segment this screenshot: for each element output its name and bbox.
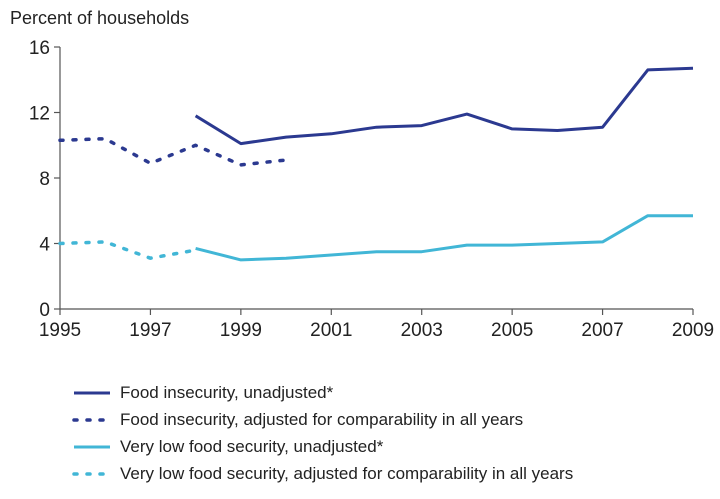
legend-swatch	[74, 445, 110, 449]
x-tick-label: 1999	[220, 320, 262, 341]
legend-label: Food insecurity, unadjusted*	[120, 383, 334, 402]
y-tick-label: 8	[39, 169, 50, 190]
legend-label: Very low food security, unadjusted*	[120, 437, 384, 456]
axis-ticks: 0 4 8 12 16 1995 1997 1999 2001 2003 2005 2007 2009	[29, 38, 714, 341]
axes	[59, 47, 693, 310]
x-tick-label: 1995	[39, 320, 81, 341]
legend-label: Food insecurity, adjusted for comparabil…	[120, 410, 524, 429]
line-chart: Percent of households 0 4 8 12 16 1995 1997 199…	[10, 8, 714, 341]
series-line-2	[58, 136, 288, 167]
legend-swatch	[72, 472, 112, 476]
series-line-3	[195, 214, 693, 262]
legend-item: Food insecurity, adjusted for comparabil…	[72, 407, 573, 433]
legend-item: Food insecurity, unadjusted*	[72, 380, 573, 406]
legend: Food insecurity, unadjusted* Food insecur…	[72, 380, 573, 488]
y-axis-title: Percent of households	[10, 8, 189, 28]
x-tick-label: 2001	[310, 320, 352, 341]
series-layer	[58, 66, 694, 262]
y-tick-label: 16	[29, 38, 50, 59]
series-line-4	[58, 240, 198, 260]
legend-label: Very low food security, adjusted for com…	[120, 464, 574, 483]
legend-swatch	[72, 418, 112, 422]
legend-item: Very low food security, adjusted for com…	[72, 461, 573, 487]
y-tick-label: 4	[39, 235, 50, 256]
legend-swatch	[74, 391, 110, 395]
x-tick-label: 2007	[581, 320, 623, 341]
y-tick-label: 12	[29, 104, 50, 125]
legend-item: Very low food security, unadjusted*	[72, 434, 573, 460]
x-tick-label: 1997	[129, 320, 171, 341]
y-tick-label: 0	[39, 300, 50, 321]
x-tick-label: 2003	[401, 320, 443, 341]
x-tick-label: 2005	[491, 320, 533, 341]
series-line-1	[194, 66, 694, 146]
x-tick-label: 2009	[672, 320, 714, 341]
